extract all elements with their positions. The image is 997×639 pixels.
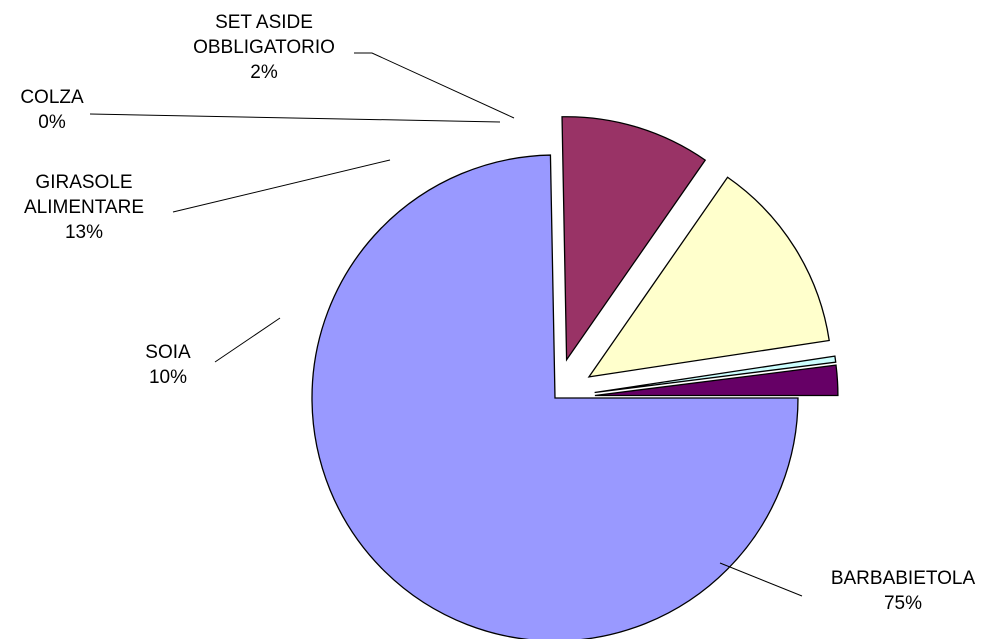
slice-name-label: SOIA <box>145 342 191 363</box>
slice-percent-label: 75% <box>884 593 922 614</box>
slice-name-label: SET ASIDE <box>215 12 313 33</box>
slice-percent-label: 2% <box>250 62 278 83</box>
slice-name-label: OBBLIGATORIO <box>193 37 335 58</box>
leader-line <box>719 562 803 597</box>
leader-line <box>214 317 281 363</box>
slice-name-label: BARBABIETOLA <box>831 568 976 589</box>
slice-name-label: ALIMENTARE <box>24 197 144 218</box>
leader-lines <box>89 52 803 597</box>
slice-labels: BARBABIETOLA 75% SOIA 10% GIRASOLE ALIMENTARE… <box>20 12 975 614</box>
pie-slice-set-aside-obbligatorio <box>594 364 839 397</box>
pie-slice-barbabietola <box>311 154 799 639</box>
leader-line <box>89 113 501 123</box>
leader-line <box>354 52 515 119</box>
slice-name-label: COLZA <box>20 87 84 108</box>
leader-line <box>172 159 391 213</box>
slice-percent-label: 0% <box>38 112 66 133</box>
slice-name-label: GIRASOLE <box>35 172 132 193</box>
pie-slices <box>311 116 839 639</box>
slice-percent-label: 13% <box>65 222 103 243</box>
pie-slice-girasole-alimentare <box>587 176 830 378</box>
slice-percent-label: 10% <box>149 367 187 388</box>
pie-slice-soia <box>561 116 707 362</box>
pie-slice-colza <box>594 355 837 394</box>
